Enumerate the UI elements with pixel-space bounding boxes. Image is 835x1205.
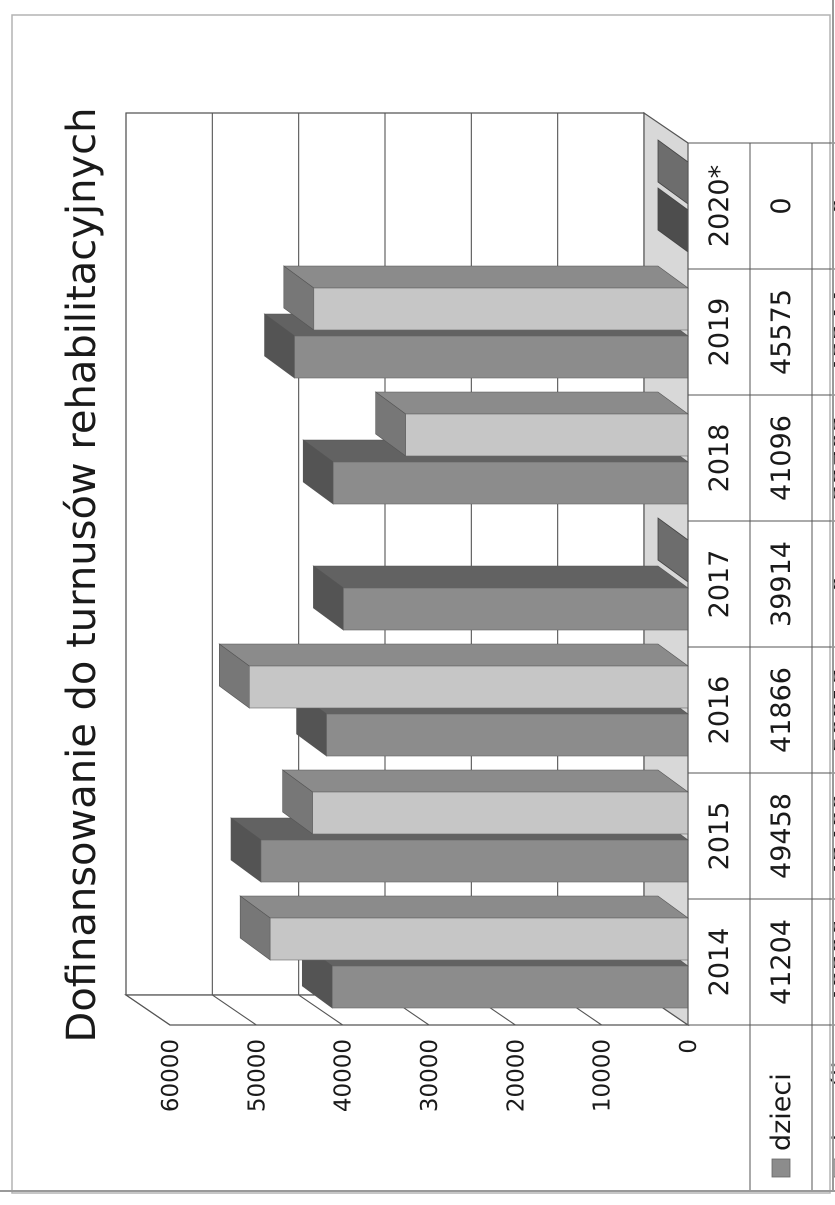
y-tick-label: 10000 <box>590 1039 616 1112</box>
table-cell: 41866 <box>766 667 797 753</box>
legend-label: dzieci <box>766 1073 797 1151</box>
bar-0 <box>260 839 689 883</box>
chart-title: Dofinansowanie do turnusów rehabilitacyj… <box>59 108 105 1043</box>
bar-side-1 <box>239 895 689 919</box>
bar-1 <box>269 917 689 961</box>
table-cell: 0 <box>828 575 835 592</box>
legend-swatch <box>771 1158 791 1178</box>
table-cell: 0 <box>766 197 797 214</box>
bar-0 <box>331 965 689 1009</box>
table-cell: 0 <box>828 197 835 214</box>
category-label: 2017 <box>704 550 735 619</box>
bar-0 <box>343 587 689 631</box>
bar-0 <box>326 713 689 757</box>
table-cell: 48396 <box>828 919 835 1005</box>
bar-1 <box>249 665 689 709</box>
bar-side-0 <box>312 565 689 589</box>
legend-swatch <box>833 1158 835 1178</box>
y-tick-label: 20000 <box>503 1039 529 1112</box>
table-cell: 41096 <box>766 415 797 501</box>
page-border-right <box>832 0 834 1190</box>
category-label: 2018 <box>704 424 735 493</box>
table-cell: 45575 <box>766 289 797 375</box>
legend-label: dorośli <box>828 1061 835 1151</box>
bar-0 <box>332 461 689 505</box>
bar-0 <box>294 335 689 379</box>
table-cell: 50813 <box>828 667 835 753</box>
gridline <box>298 113 343 1026</box>
y-tick-label: 60000 <box>158 1039 184 1112</box>
table-cell: 32703 <box>828 415 835 501</box>
bar-side-1 <box>218 643 689 667</box>
gridline <box>211 113 257 1026</box>
category-label: 2019 <box>704 298 735 367</box>
bar-1 <box>312 791 689 835</box>
y-tick-label: 40000 <box>331 1039 357 1112</box>
gridline <box>125 113 171 1026</box>
category-label: 2015 <box>704 802 735 871</box>
table-cell: 41204 <box>766 919 797 1005</box>
table-cell: 49458 <box>766 793 797 879</box>
page-border-bottom <box>0 1190 835 1192</box>
table-cell: 43344 <box>828 289 835 375</box>
category-label: 2020* <box>704 165 735 247</box>
bar-1 <box>405 413 689 457</box>
bar-side-1 <box>282 265 689 289</box>
table-cell: 43480 <box>828 793 835 879</box>
bar-side-1 <box>374 391 689 415</box>
y-tick-label: 0 <box>676 1039 702 1054</box>
y-tick-label: 30000 <box>417 1039 443 1112</box>
bar-1 <box>313 287 689 331</box>
bar-side-1 <box>281 769 689 793</box>
chart-border <box>11 14 831 1194</box>
category-label: 2016 <box>704 676 735 745</box>
table-cell: 39914 <box>766 541 797 627</box>
category-label: 2014 <box>704 928 735 997</box>
y-tick-label: 50000 <box>244 1039 270 1112</box>
